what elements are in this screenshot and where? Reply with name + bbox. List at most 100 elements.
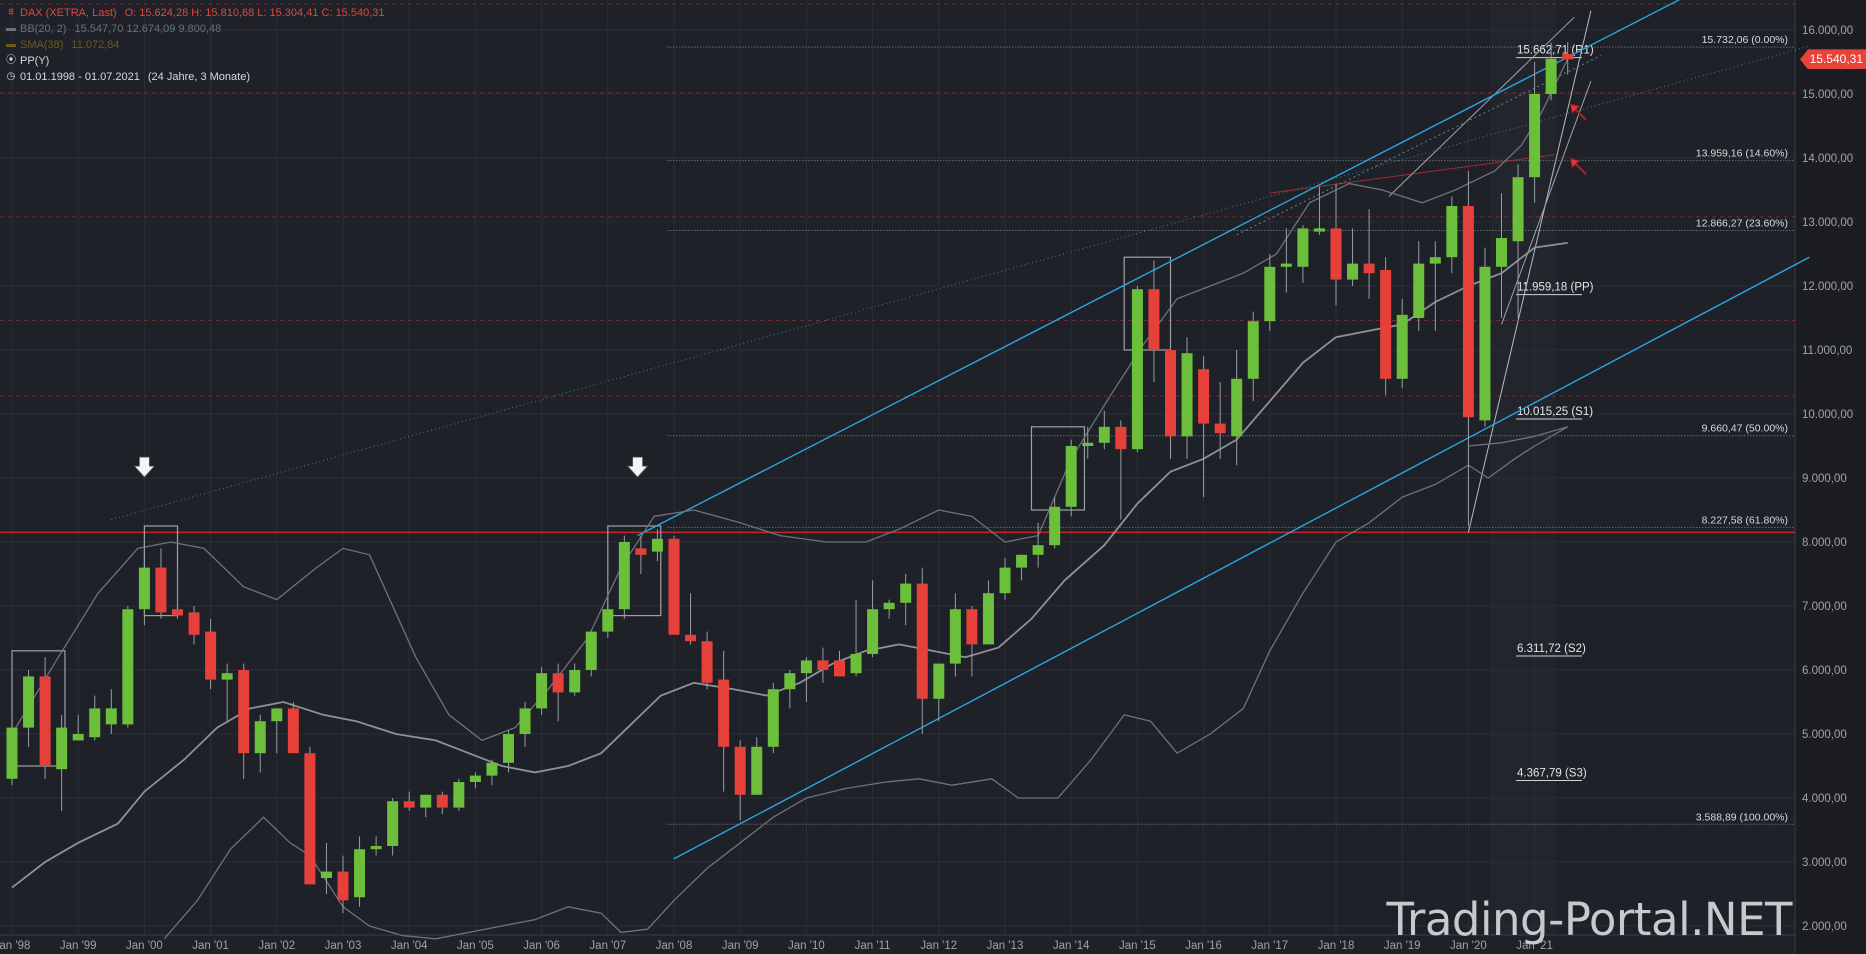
candle-body <box>668 538 680 635</box>
candle-body <box>618 542 630 610</box>
candle-body <box>966 609 978 645</box>
candle-body <box>503 734 514 763</box>
candle <box>39 657 51 779</box>
candle-body <box>519 708 531 734</box>
candle-body <box>916 583 928 699</box>
candle <box>1396 298 1408 389</box>
instrument-name: DAX (XETRA, Last) <box>20 7 117 19</box>
candle <box>1462 170 1474 526</box>
candle <box>1264 254 1276 331</box>
candle-body <box>552 673 564 693</box>
candle-body <box>585 631 597 670</box>
candle <box>734 740 746 821</box>
y-tick-label: 15.000,00 <box>1802 89 1853 101</box>
y-tick-label: 13.000,00 <box>1802 217 1853 229</box>
candle-body <box>1198 369 1210 424</box>
candle-body <box>1165 350 1176 437</box>
line-icon: ▬ <box>6 39 16 50</box>
down-arrow-icon <box>133 456 156 478</box>
candle-body <box>403 801 415 808</box>
x-tick-label: Jan '13 <box>987 940 1024 952</box>
candle-body <box>1016 554 1028 568</box>
bb-middle-band <box>11 242 1568 889</box>
candle <box>536 666 548 715</box>
candle <box>337 855 349 914</box>
trend-channel-line <box>637 0 1681 537</box>
candle <box>320 842 332 894</box>
candle <box>1562 42 1574 75</box>
candle-body <box>1562 54 1574 60</box>
candle-body <box>602 609 614 632</box>
candle-body <box>89 708 101 738</box>
candle <box>1479 247 1491 427</box>
candle <box>1529 62 1541 203</box>
pivot-label: 6.311,72 (S2) <box>1517 643 1586 655</box>
candle <box>949 593 961 677</box>
candle-body <box>271 708 283 722</box>
candle-body <box>982 593 994 645</box>
candle-body <box>1413 263 1425 318</box>
candle-body <box>370 846 382 850</box>
candle-body <box>138 567 150 610</box>
candle <box>155 548 167 619</box>
candle-body <box>420 794 432 808</box>
legend-pp-row[interactable]: ⦿ PP(Y) <box>6 53 385 69</box>
candle <box>1098 410 1110 450</box>
y-tick-label: 16.000,00 <box>1802 25 1853 37</box>
candle <box>1313 186 1325 235</box>
candle <box>89 695 101 741</box>
last-price-flag: 15.540,31 <box>1800 49 1866 70</box>
candle <box>1429 241 1441 331</box>
y-tick-label: 3.000,00 <box>1802 857 1847 869</box>
candle-body <box>122 609 134 725</box>
candle <box>1512 164 1524 318</box>
legend-bb-row[interactable]: ▬ BB(20, 2) 15.547,70 12.674,09 9.800,48 <box>6 21 385 37</box>
y-tick-label: 7.000,00 <box>1802 601 1847 613</box>
fib-level-label: 13.959,16 (14.60%) <box>1696 148 1788 160</box>
down-arrow-icon <box>626 456 649 478</box>
candle <box>585 631 597 677</box>
legend-instrument-row[interactable]: ⩩ DAX (XETRA, Last) O: 15.624,28 H: 15.8… <box>6 5 385 21</box>
candle-body <box>453 782 465 808</box>
candle-body <box>1363 263 1375 274</box>
candle <box>900 574 912 626</box>
candle-body <box>1049 506 1061 546</box>
candle-body <box>1131 289 1143 450</box>
legend-sma-row[interactable]: ▬ SMA(38) 11.072,84 <box>6 37 385 53</box>
candle-body <box>205 631 217 680</box>
candle <box>1545 42 1557 101</box>
fib-level-label: 9.660,47 (50.00%) <box>1702 423 1788 435</box>
y-tick-label: 9.000,00 <box>1802 473 1847 485</box>
x-tick-label: Jan '06 <box>523 940 560 952</box>
candle <box>238 663 250 779</box>
candle-body <box>718 679 730 747</box>
x-tick-label: Jan '21 <box>1516 940 1553 952</box>
date-span: (24 Jahre, 3 Monate) <box>147 71 251 83</box>
candle-body <box>834 660 845 677</box>
sma-line <box>1468 426 1568 447</box>
sma-value: 11.072,84 <box>71 39 120 51</box>
x-tick-label: Jan '16 <box>1185 940 1222 952</box>
candle <box>370 836 382 856</box>
candle-body <box>1231 378 1243 437</box>
legend-range-row[interactable]: ◷ 01.01.1998 - 01.07.2021 (24 Jahre, 3 M… <box>6 69 385 85</box>
x-tick-label: Jan '98 <box>0 940 30 952</box>
x-tick-label: Jan '03 <box>325 940 362 952</box>
ohlc-values: O: 15.624,28 H: 15.810,68 L: 15.304,41 C… <box>124 7 385 19</box>
candle-body <box>23 676 35 728</box>
y-tick-label: 6.000,00 <box>1802 665 1847 677</box>
candle <box>1280 228 1292 293</box>
candle-body <box>254 721 266 754</box>
candle-body <box>72 734 84 741</box>
pp-label: PP(Y) <box>20 55 50 67</box>
future-zone <box>1490 0 1556 935</box>
candle <box>122 606 134 728</box>
chart-legend: ⩩ DAX (XETRA, Last) O: 15.624,28 H: 15.8… <box>6 5 385 85</box>
candle-body <box>1148 289 1160 350</box>
candle <box>1231 350 1243 466</box>
fib-level-label: 3.588,89 (100.00%) <box>1696 811 1788 823</box>
highlight-box <box>11 650 66 767</box>
steep-trend-line <box>1501 81 1592 325</box>
